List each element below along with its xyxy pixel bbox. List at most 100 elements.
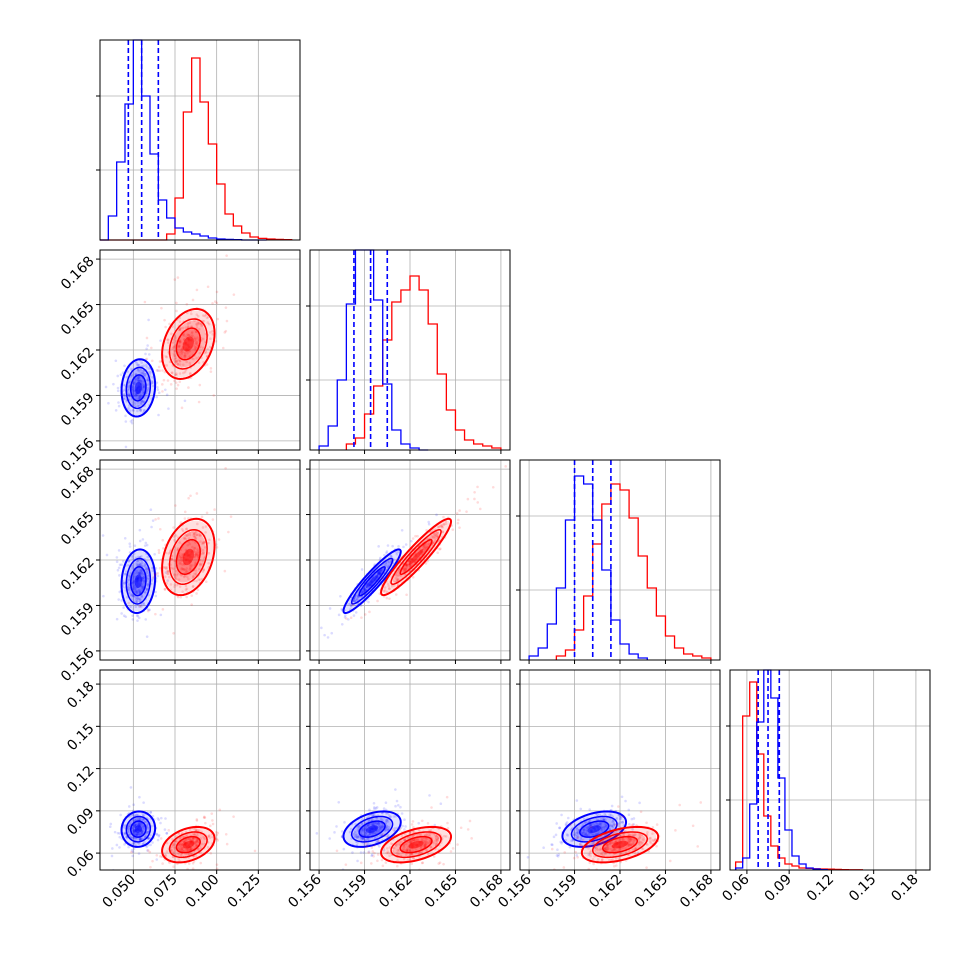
scatter-point — [186, 533, 190, 536]
scatter-point — [211, 819, 214, 822]
scatter-point — [394, 577, 398, 580]
scatter-point — [207, 834, 211, 838]
panel-frame — [99, 39, 301, 241]
scatter-point — [178, 372, 182, 375]
x-tick-label: 0.162 — [376, 872, 416, 912]
scatter-point — [168, 575, 171, 579]
scatter-point — [195, 828, 198, 832]
scatter-point — [202, 835, 206, 839]
scatter-point — [137, 571, 140, 575]
scatter-point — [387, 813, 391, 817]
scatter-point — [355, 833, 358, 836]
y-tick-label: 0.09 — [64, 805, 97, 838]
scatter-point — [212, 394, 216, 397]
scatter-point — [377, 572, 381, 576]
scatter-point — [151, 381, 155, 384]
scatter-point — [385, 825, 389, 828]
scatter-point — [133, 587, 136, 591]
scatter-point — [396, 577, 400, 581]
scatter-point — [227, 530, 230, 534]
scatter-point — [127, 393, 131, 397]
scatter-point — [154, 573, 157, 577]
scatter-point — [619, 815, 623, 819]
scatter-point — [392, 815, 396, 818]
scatter-point — [118, 574, 121, 577]
scatter-point — [629, 843, 633, 847]
scatter-point — [146, 576, 150, 580]
scatter-point — [187, 386, 190, 389]
scatter-point — [195, 579, 198, 583]
histogram-series-b — [345, 275, 502, 450]
scatter-point — [215, 546, 219, 549]
scatter-point — [127, 394, 131, 398]
scatter-point — [202, 319, 206, 323]
scatter-point — [183, 370, 187, 374]
scatter-point — [620, 795, 624, 799]
scatter-point — [124, 445, 128, 449]
scatter-point — [178, 845, 181, 849]
scatter-point — [186, 867, 189, 870]
scatter-point — [211, 332, 214, 336]
scatter-point — [185, 302, 189, 306]
scatter-point — [193, 547, 196, 550]
scatter-point — [433, 536, 437, 540]
scatter-point — [378, 824, 381, 827]
scatter-point — [146, 344, 149, 347]
scatter-point — [202, 568, 205, 572]
scatter-point — [136, 813, 140, 817]
scatter-point — [602, 841, 605, 845]
scatter-point — [575, 834, 579, 838]
scatter-point — [146, 388, 150, 392]
scatter-point — [412, 838, 416, 842]
contour-line — [120, 358, 157, 418]
contour-line — [120, 810, 157, 848]
scatter-point — [161, 369, 164, 372]
joint-panel-2-1 — [306, 459, 511, 664]
scatter-point — [600, 827, 604, 830]
histogram-series-b — [555, 483, 712, 660]
scatter-point — [612, 831, 616, 835]
scatter-point — [433, 539, 437, 542]
x-tick-label: 0.050 — [99, 872, 139, 912]
scatter-point — [140, 400, 144, 403]
scatter-point — [133, 832, 137, 836]
scatter-point — [192, 833, 195, 836]
scatter-point — [458, 509, 461, 512]
scatter-point — [118, 832, 122, 835]
scatter-point — [387, 833, 390, 837]
scatter-point — [182, 849, 185, 853]
scatter-point — [608, 842, 612, 846]
scatter-point — [194, 842, 198, 846]
scatter-point — [600, 841, 604, 845]
scatter-point — [605, 824, 608, 828]
scatter-point — [655, 823, 659, 826]
scatter-point — [362, 587, 366, 591]
scatter-point — [140, 586, 143, 589]
scatter-point — [628, 840, 631, 844]
scatter-point — [381, 819, 384, 822]
scatter-point — [409, 853, 413, 856]
scatter-point — [153, 552, 156, 556]
scatter-point — [609, 847, 613, 851]
scatter-point — [116, 389, 120, 393]
scatter-point — [167, 572, 170, 576]
scatter-point — [206, 347, 209, 351]
scatter-point — [556, 855, 560, 858]
scatter-point — [188, 837, 191, 841]
scatter-point — [382, 807, 386, 810]
contour-line — [342, 810, 402, 848]
scatter-point — [190, 846, 193, 850]
scatter-point — [187, 333, 190, 337]
scatter-point — [173, 573, 177, 577]
scatter-point — [399, 555, 402, 559]
scatter-point — [613, 822, 616, 826]
scatter-point — [136, 378, 140, 381]
scatter-point — [602, 825, 606, 829]
scatter-point — [627, 808, 631, 812]
scatter-point — [627, 838, 630, 841]
scatter-point — [138, 795, 141, 799]
scatter-point — [568, 845, 572, 849]
scatter-point — [423, 547, 427, 550]
scatter-point — [588, 808, 592, 811]
scatter-point — [177, 843, 181, 847]
